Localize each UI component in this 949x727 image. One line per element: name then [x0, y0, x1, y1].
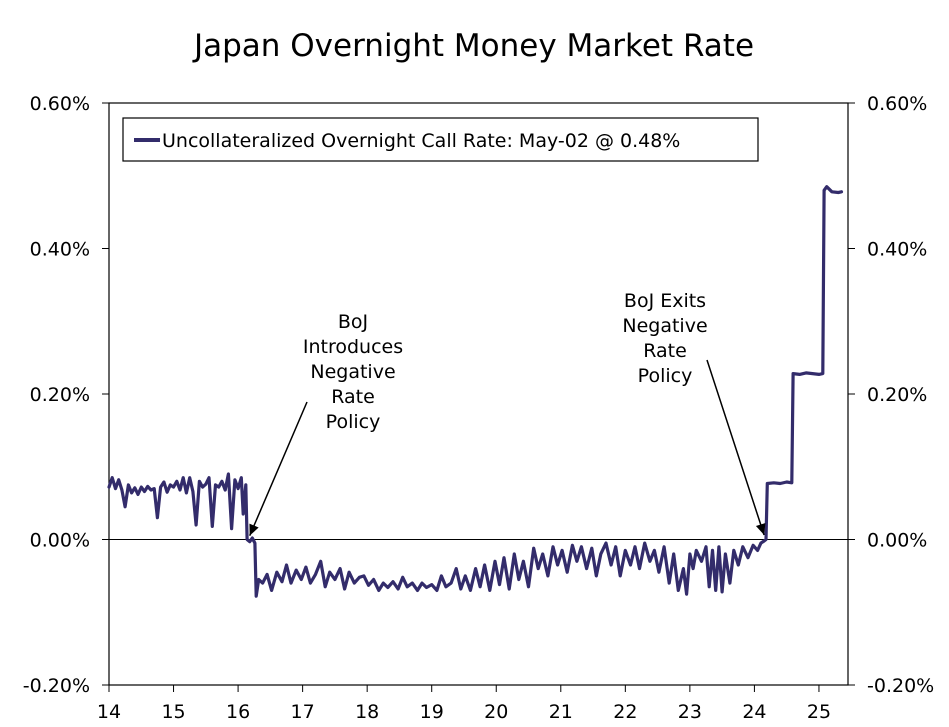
annotation-arrow [249, 401, 308, 536]
y-tick-label-right: -0.20% [867, 675, 934, 697]
x-tick-label: 21 [549, 701, 573, 723]
x-tick-label: 20 [484, 701, 508, 723]
annotation-text: BoJ Exits [624, 290, 706, 312]
y-tick-label-right: 0.40% [867, 239, 927, 261]
x-tick-label: 25 [807, 701, 831, 723]
x-tick-label: 24 [742, 701, 766, 723]
y-tick-label-right: 0.60% [867, 93, 927, 115]
x-tick-label: 16 [226, 701, 250, 723]
annotation-arrow [706, 359, 765, 536]
series-layer [107, 185, 844, 598]
annotation-arrowhead [755, 522, 766, 535]
x-tick-label: 22 [613, 701, 637, 723]
annotation-text: Policy [326, 411, 381, 433]
y-tick-label-left: 0.00% [30, 530, 90, 552]
annotation-text: Rate [643, 340, 687, 362]
y-tick-label-right: 0.00% [867, 530, 927, 552]
legend: Uncollateralized Overnight Call Rate: Ma… [122, 117, 759, 162]
annotation-text: Rate [331, 386, 375, 408]
annotation-text: Negative [310, 361, 395, 383]
x-tick-label: 23 [678, 701, 702, 723]
chart-axes: -0.20% -0.20% 0.00% 0.00% 0.20% 0.20% 0.40% 0.4… [23, 93, 934, 723]
y-tick-label-left: 0.20% [30, 384, 90, 406]
y-tick-label-left: 0.40% [30, 239, 90, 261]
x-tick-label: 18 [355, 701, 379, 723]
annotation-text: Policy [638, 365, 693, 387]
x-tick-label: 15 [161, 701, 185, 723]
x-tick-label: 19 [420, 701, 444, 723]
y-tick-label-left: 0.60% [30, 93, 90, 115]
y-tick-label-right: 0.20% [867, 384, 927, 406]
x-tick-label: 17 [291, 701, 315, 723]
annotation-layer: BoJ Introduces Negative Rate Policy BoJ Exits… [249, 290, 766, 536]
y-tick-label-left: -0.20% [23, 675, 90, 697]
series-line [107, 185, 844, 598]
plot-frame [108, 102, 849, 686]
chart-title: Japan Overnight Money Market Rate [192, 28, 754, 64]
annotation-text: Negative [622, 315, 707, 337]
x-tick-label: 14 [97, 701, 121, 723]
annotation-text: BoJ [338, 311, 368, 333]
legend-entry: Uncollateralized Overnight Call Rate: Ma… [162, 130, 680, 152]
annotation-text: Introduces [303, 336, 403, 358]
annotation-arrowhead [249, 523, 259, 536]
legend-box [122, 117, 759, 162]
